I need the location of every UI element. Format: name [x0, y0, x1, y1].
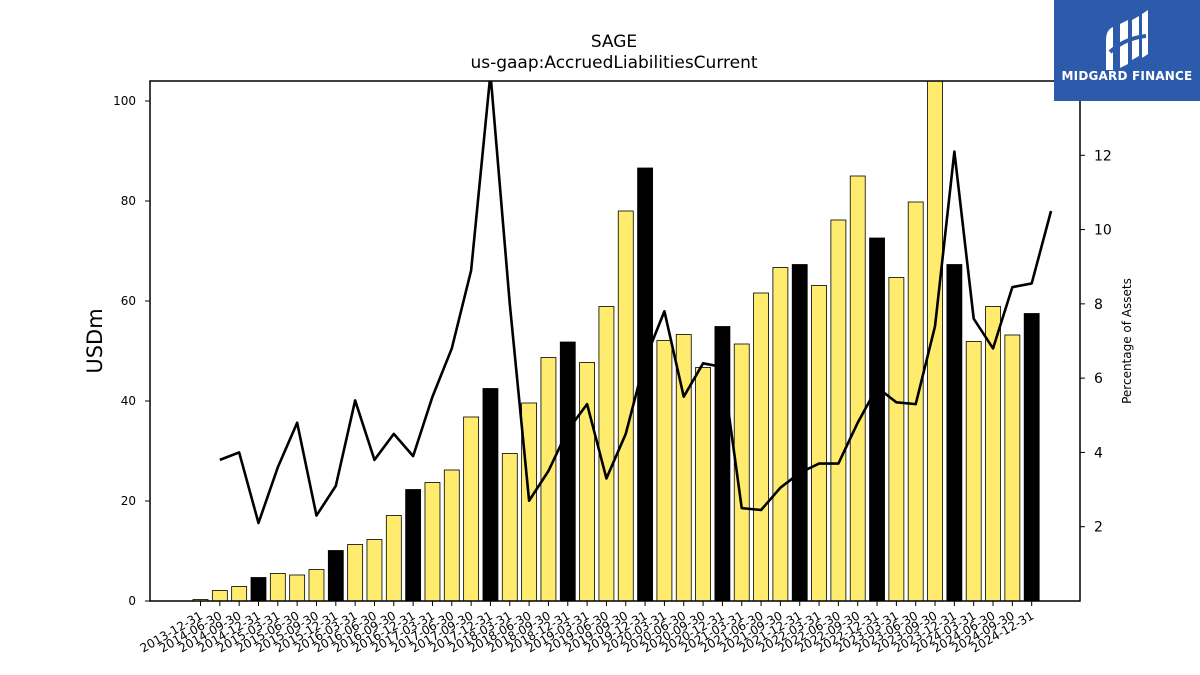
- bar-2014-09-30: [231, 586, 248, 602]
- bar-2017-06-30: [443, 469, 460, 602]
- y-tick-label: 40: [121, 394, 136, 408]
- chart-subtitle: us-gaap:AccruedLiabilitiesCurrent: [470, 53, 758, 73]
- y-tick-label: 0: [128, 594, 136, 608]
- bar-2022-06-30: [830, 219, 847, 602]
- bar-2024-12-31: [1023, 313, 1040, 602]
- bar-2015-12-31: [327, 550, 344, 602]
- x-axis: 2013-12-312014-06-302014-09-302014-12-31…: [138, 601, 1036, 655]
- bar-2024-06-30: [985, 306, 1001, 602]
- y-tick-label: 60: [121, 294, 136, 308]
- bar-2020-09-30: [695, 367, 711, 602]
- midgard-logo-icon: [1106, 10, 1148, 70]
- bar-2016-06-30: [366, 539, 383, 602]
- bar-2016-09-30: [385, 515, 402, 602]
- bar-2015-06-30: [289, 574, 306, 602]
- y2-axis-label: Percentage of Assets: [1120, 278, 1134, 404]
- bar-2022-09-30: [849, 175, 866, 602]
- bar-2016-12-31: [405, 489, 422, 602]
- y-tick-label: 20: [121, 494, 136, 508]
- bar-2023-12-31: [946, 264, 963, 602]
- bar-2014-12-31: [250, 577, 267, 602]
- bar-2024-03-31: [965, 341, 982, 602]
- bar-2021-12-31: [791, 264, 808, 602]
- bar-2021-09-30: [772, 267, 789, 602]
- y2-tick-label: 2: [1094, 520, 1103, 536]
- logo-text: MIDGARD FINANCE: [1061, 69, 1193, 83]
- y2-tick-label: 4: [1094, 445, 1103, 461]
- bar-2019-09-30: [617, 210, 634, 602]
- bar-2018-03-31: [501, 453, 518, 602]
- chart-title: SAGE: [590, 32, 638, 52]
- line-layer: [219, 81, 1053, 525]
- bar-2017-12-31: [482, 388, 499, 602]
- bar-2020-03-31: [656, 340, 673, 602]
- bar-2016-03-31: [347, 544, 364, 602]
- bar-2021-06-30: [753, 292, 769, 602]
- bar-2024-09-30: [1004, 334, 1021, 602]
- bar-2015-09-30: [308, 569, 325, 602]
- bar-2023-03-31: [888, 277, 905, 602]
- y2-tick-label: 10: [1094, 223, 1112, 239]
- y2-tick-label: 6: [1094, 371, 1103, 387]
- y2-tick-label: 8: [1094, 297, 1103, 313]
- bars-layer: [192, 80, 1040, 602]
- y-tick-label: 80: [121, 194, 136, 208]
- y-tick-label: 100: [113, 94, 136, 108]
- brand-logo: MIDGARD FINANCE: [1054, 0, 1200, 101]
- percentage-of-assets-line: [219, 81, 1053, 525]
- plot-frame: [149, 80, 1081, 602]
- bar-2017-09-30: [463, 416, 480, 602]
- y-axis-label: USDm: [83, 308, 107, 373]
- y-axis-left: 0 20 40 60 80 100: [113, 94, 150, 608]
- bar-2022-03-31: [811, 285, 827, 602]
- bar-2022-12-31: [869, 237, 885, 602]
- y2-tick-label: 12: [1094, 148, 1112, 164]
- y-axis-right: 2 4 6 8 10 12: [1080, 148, 1112, 536]
- bar-2023-09-30: [927, 80, 943, 602]
- bar-2019-03-31: [579, 362, 595, 602]
- bar-2015-03-31: [269, 573, 286, 602]
- bar-2017-03-31: [424, 482, 441, 602]
- bar-2014-06-30: [211, 590, 228, 602]
- bar-2018-12-31: [559, 341, 576, 602]
